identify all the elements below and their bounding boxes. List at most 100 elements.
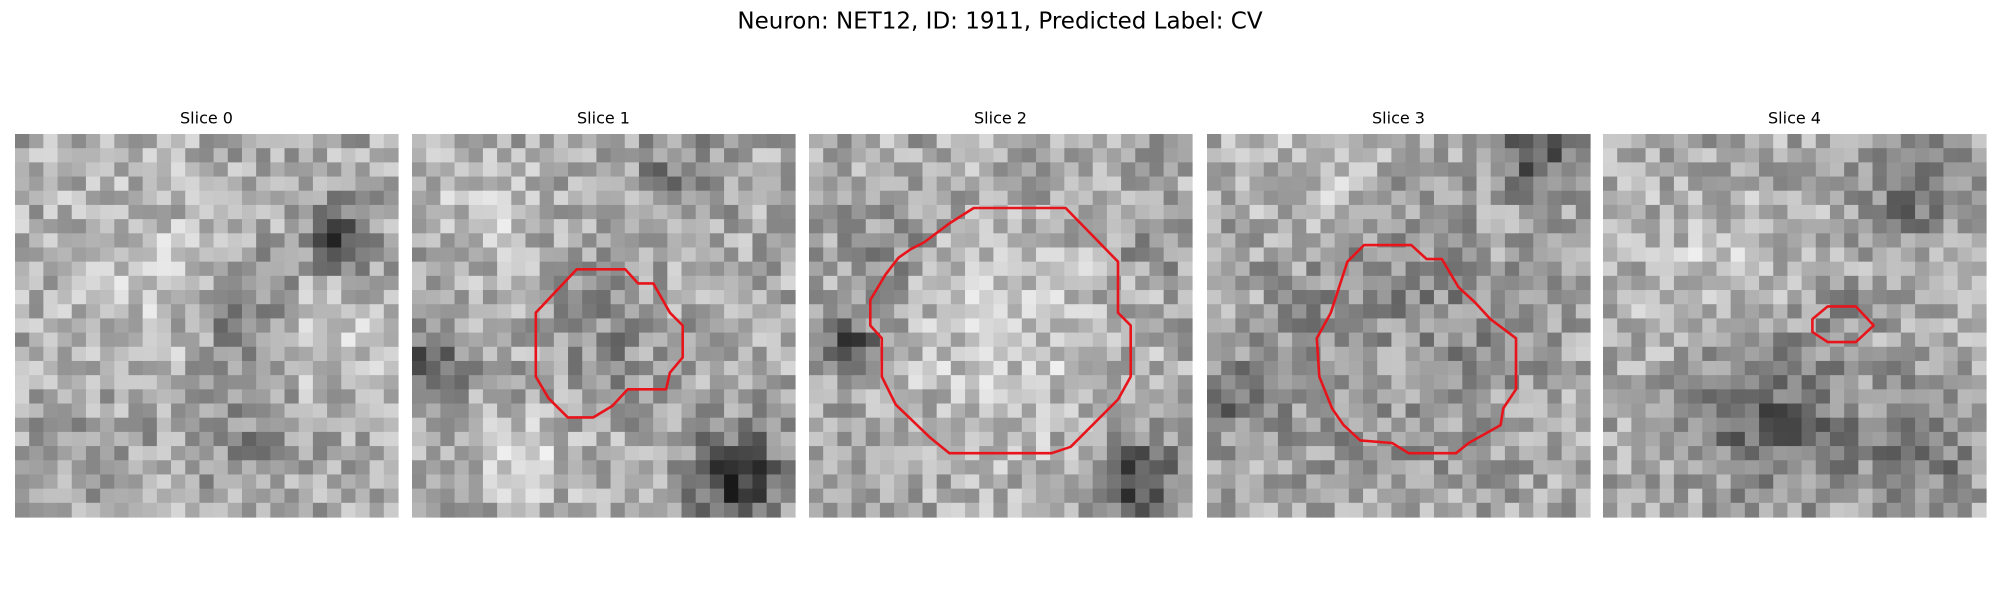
pixel [1533,190,1549,206]
pixel [1462,304,1478,320]
pixel [1815,474,1831,490]
pixel [1575,431,1591,447]
pixel [1135,502,1151,518]
pixel [142,261,158,277]
pixel [1235,148,1251,163]
pixel [1561,332,1577,348]
pixel [1235,176,1251,192]
pixel [1078,332,1094,348]
pixel [1533,460,1549,476]
pixel [1377,162,1393,178]
pixel [1886,134,1902,149]
pixel [1121,460,1136,476]
pixel [1829,431,1845,447]
pixel [440,460,456,476]
pixel [1744,176,1760,192]
pixel [497,474,512,490]
pixel [1801,389,1817,405]
pixel [1533,176,1549,192]
pixel [1035,233,1051,249]
pixel [241,148,257,163]
pixel [1659,219,1675,234]
pixel [1844,190,1859,206]
pixel [610,290,626,305]
pixel [1688,134,1703,149]
pixel [468,446,484,461]
pixel [1716,290,1732,305]
pixel [1106,332,1122,348]
pixel [440,417,456,433]
pixel [199,431,215,447]
pixel [29,318,44,334]
pixel [1334,134,1350,149]
pixel [1943,332,1959,348]
pixel [993,233,1009,249]
pixel [142,190,158,206]
pixel [1149,403,1165,419]
pixel [837,204,853,220]
pixel [879,446,895,461]
pixel [1391,162,1407,178]
pixel [950,431,966,447]
pixel [1929,502,1945,518]
pixel [1405,190,1421,206]
pixel [1221,488,1236,504]
pixel [327,360,342,376]
pixel [1021,502,1037,518]
pixel [1900,403,1916,419]
pixel [752,474,768,490]
pixel [85,247,101,263]
pixel [171,389,186,405]
pixel [426,162,441,178]
pixel [1064,375,1080,390]
pixel [965,176,980,192]
pixel [1886,431,1902,447]
pixel [1659,332,1675,348]
pixel [1149,190,1165,206]
pixel [1050,275,1065,291]
pixel [1292,304,1307,320]
pixel [1787,460,1803,476]
pixel [1334,233,1350,249]
pixel [482,304,498,320]
pixel [1476,389,1492,405]
pixel [1462,134,1478,149]
pixel [1702,346,1718,362]
pixel [100,488,115,504]
pixel [1504,148,1520,163]
pixel [1673,446,1689,461]
panel-title: Slice 0 [180,109,233,128]
pixel [709,389,725,405]
pixel [1971,474,1987,490]
pixel [766,290,782,305]
pixel [383,488,399,504]
pixel [1064,460,1080,476]
pixel [298,134,314,149]
pixel [568,375,583,390]
pixel [653,275,668,291]
pixel [766,360,782,376]
pixel [525,346,541,362]
pixel [1177,431,1193,447]
pixel [1433,502,1449,518]
pixel [1263,162,1279,178]
pixel [837,233,853,249]
pixel [1631,403,1647,419]
pixel [1603,148,1618,163]
pixel [724,360,739,376]
pixel [1106,304,1122,320]
pixel [709,162,725,178]
pixel [1207,460,1222,476]
pixel [894,389,909,405]
pixel [270,318,286,334]
pixel [1631,162,1647,178]
pixel [865,318,881,334]
pixel [199,389,215,405]
pixel [1490,219,1506,234]
pixel [1730,446,1746,461]
pixel [1631,360,1647,376]
pixel [312,190,328,206]
pixel [1277,233,1293,249]
pixel [1334,318,1350,334]
pixel [752,389,768,405]
